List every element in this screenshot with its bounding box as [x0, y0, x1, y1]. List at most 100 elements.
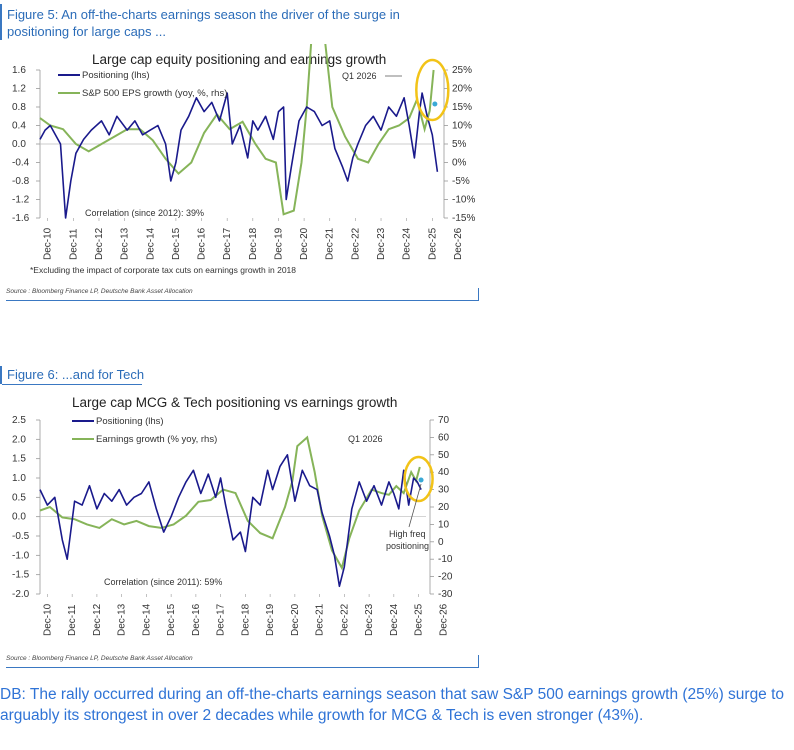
right-tick-label: 10 — [438, 519, 450, 530]
positioning-series-line — [39, 454, 422, 588]
legend-positioning-label: Positioning (lhs) — [96, 416, 164, 427]
left-tick-label: -0.8 — [12, 176, 30, 187]
highlight-ellipse — [415, 58, 450, 122]
right-tick-label: 10% — [452, 121, 472, 132]
left-tick-label: -1.2 — [12, 195, 30, 206]
right-tick-label: -15% — [452, 213, 475, 224]
x-tick-label: Dec-10 — [43, 227, 54, 260]
commentary-caption: DB: The rally occurred during an off-the… — [0, 686, 785, 724]
correlation-annotation: Correlation (since 2012): 39% — [85, 208, 204, 218]
right-tick-label: 0 — [438, 537, 444, 548]
right-tick-label: -5% — [452, 176, 470, 187]
x-tick-label: Dec-22 — [350, 227, 361, 260]
right-tick-label: 0% — [452, 158, 467, 169]
high-freq-annotation-line2: positioning — [386, 541, 429, 551]
x-tick-label: Dec-10 — [42, 603, 53, 636]
figure-6-heading-rule — [2, 384, 142, 385]
x-tick-label: Dec-19 — [273, 227, 284, 260]
x-tick-label: Dec-11 — [68, 228, 79, 260]
left-tick-label: -1.0 — [12, 550, 30, 561]
left-tick-label: 2.0 — [12, 434, 26, 445]
x-tick-label: Dec-26 — [438, 603, 449, 636]
x-tick-label: Dec-14 — [145, 227, 156, 260]
latest-point-marker — [418, 477, 424, 483]
figure-6-chart: Large cap MCG & Tech positioning vs earn… — [12, 395, 453, 636]
right-tick-label: 70 — [438, 415, 450, 426]
right-tick-label: 60 — [438, 432, 450, 443]
highlight-ellipse — [403, 455, 434, 503]
x-tick-label: Dec-13 — [117, 603, 128, 636]
latest-point-marker — [432, 101, 438, 107]
left-tick-label: -0.5 — [12, 531, 30, 542]
left-tick-label: 0.8 — [12, 102, 26, 113]
right-tick-label: -30 — [438, 589, 453, 600]
q1-2026-annotation: Q1 2026 — [342, 71, 377, 81]
right-tick-label: 30 — [438, 485, 450, 496]
x-tick-label: Dec-18 — [240, 603, 251, 636]
right-tick-label: 5% — [452, 139, 467, 150]
figure-6-accent-bar — [0, 366, 2, 384]
x-tick-label: Dec-17 — [222, 227, 233, 260]
x-tick-label: Dec-18 — [248, 227, 259, 260]
right-tick-label: 20 — [438, 502, 450, 513]
left-tick-label: -0.4 — [12, 158, 30, 169]
right-tick-label: 15% — [452, 102, 472, 113]
correlation-annotation: Correlation (since 2011): 59% — [104, 577, 222, 587]
figure-6-bottom-rule — [6, 667, 478, 668]
left-tick-label: 0.4 — [12, 121, 26, 132]
right-tick-label: -10 — [438, 554, 453, 565]
figure-6-heading: Figure 6: ...and for Tech — [7, 367, 145, 382]
legend-growth-label: S&P 500 EPS growth (yoy, %, rhs) — [82, 88, 227, 99]
x-tick-label: Dec-20 — [299, 227, 310, 260]
figure-6-source: Source : Bloomberg Finance LP, Deutsche … — [6, 655, 193, 662]
left-tick-label: 2.5 — [12, 415, 26, 426]
left-tick-label: -1.5 — [12, 570, 30, 581]
right-tick-label: 40 — [438, 467, 450, 478]
right-tick-label: -20 — [438, 572, 453, 583]
left-tick-label: -2.0 — [12, 589, 30, 600]
figure-5-footnote: *Excluding the impact of corporate tax c… — [30, 265, 297, 275]
x-tick-label: Dec-17 — [216, 603, 227, 636]
legend-growth-label: Earnings growth (% yoy, rhs) — [96, 434, 217, 445]
right-tick-label: 20% — [452, 84, 472, 95]
high-freq-pointer — [408, 483, 422, 528]
figure-6-corner-rule — [478, 655, 479, 668]
figure-5-corner-rule — [478, 288, 479, 301]
right-tick-label: 50 — [438, 450, 450, 461]
x-tick-label: Dec-11 — [67, 604, 78, 636]
x-tick-label: Dec-16 — [197, 227, 208, 260]
x-tick-label: Dec-23 — [364, 603, 375, 636]
x-tick-label: Dec-12 — [92, 603, 103, 636]
left-tick-label: 0.5 — [12, 492, 26, 503]
figure-5-chart: Large cap equity positioning and earning… — [12, 44, 475, 260]
x-tick-label: Dec-13 — [120, 227, 131, 260]
q1-2026-annotation: Q1 2026 — [348, 434, 383, 444]
x-tick-label: Dec-16 — [191, 603, 202, 636]
right-tick-label: -10% — [452, 195, 475, 206]
left-tick-label: 1.0 — [12, 473, 26, 484]
chart-title: Large cap equity positioning and earning… — [92, 52, 386, 67]
figure-5-source: Source : Bloomberg Finance LP, Deutsche … — [6, 288, 193, 295]
positioning-series-line — [39, 92, 439, 219]
high-freq-annotation-line1: High freq — [389, 529, 426, 539]
x-tick-label: Dec-15 — [166, 603, 177, 636]
x-tick-label: Dec-22 — [339, 603, 350, 636]
x-tick-label: Dec-25 — [427, 227, 438, 260]
x-tick-label: Dec-21 — [315, 603, 326, 636]
x-tick-label: Dec-20 — [290, 603, 301, 636]
left-tick-label: 0.0 — [12, 512, 26, 523]
figure-5-bottom-rule — [6, 300, 478, 301]
left-tick-label: 1.6 — [12, 65, 26, 76]
x-tick-label: Dec-12 — [94, 227, 105, 260]
right-tick-label: 25% — [452, 65, 472, 76]
chart-title: Large cap MCG & Tech positioning vs earn… — [72, 395, 397, 410]
x-tick-label: Dec-19 — [265, 603, 276, 636]
legend-positioning-label: Positioning (lhs) — [82, 70, 150, 81]
x-tick-label: Dec-15 — [171, 227, 182, 260]
left-tick-label: -1.6 — [12, 213, 30, 224]
x-tick-label: Dec-26 — [453, 227, 464, 260]
x-tick-label: Dec-24 — [402, 227, 413, 260]
x-tick-label: Dec-24 — [389, 603, 400, 636]
growth-series-line — [39, 44, 435, 216]
left-tick-label: 0.0 — [12, 139, 26, 150]
